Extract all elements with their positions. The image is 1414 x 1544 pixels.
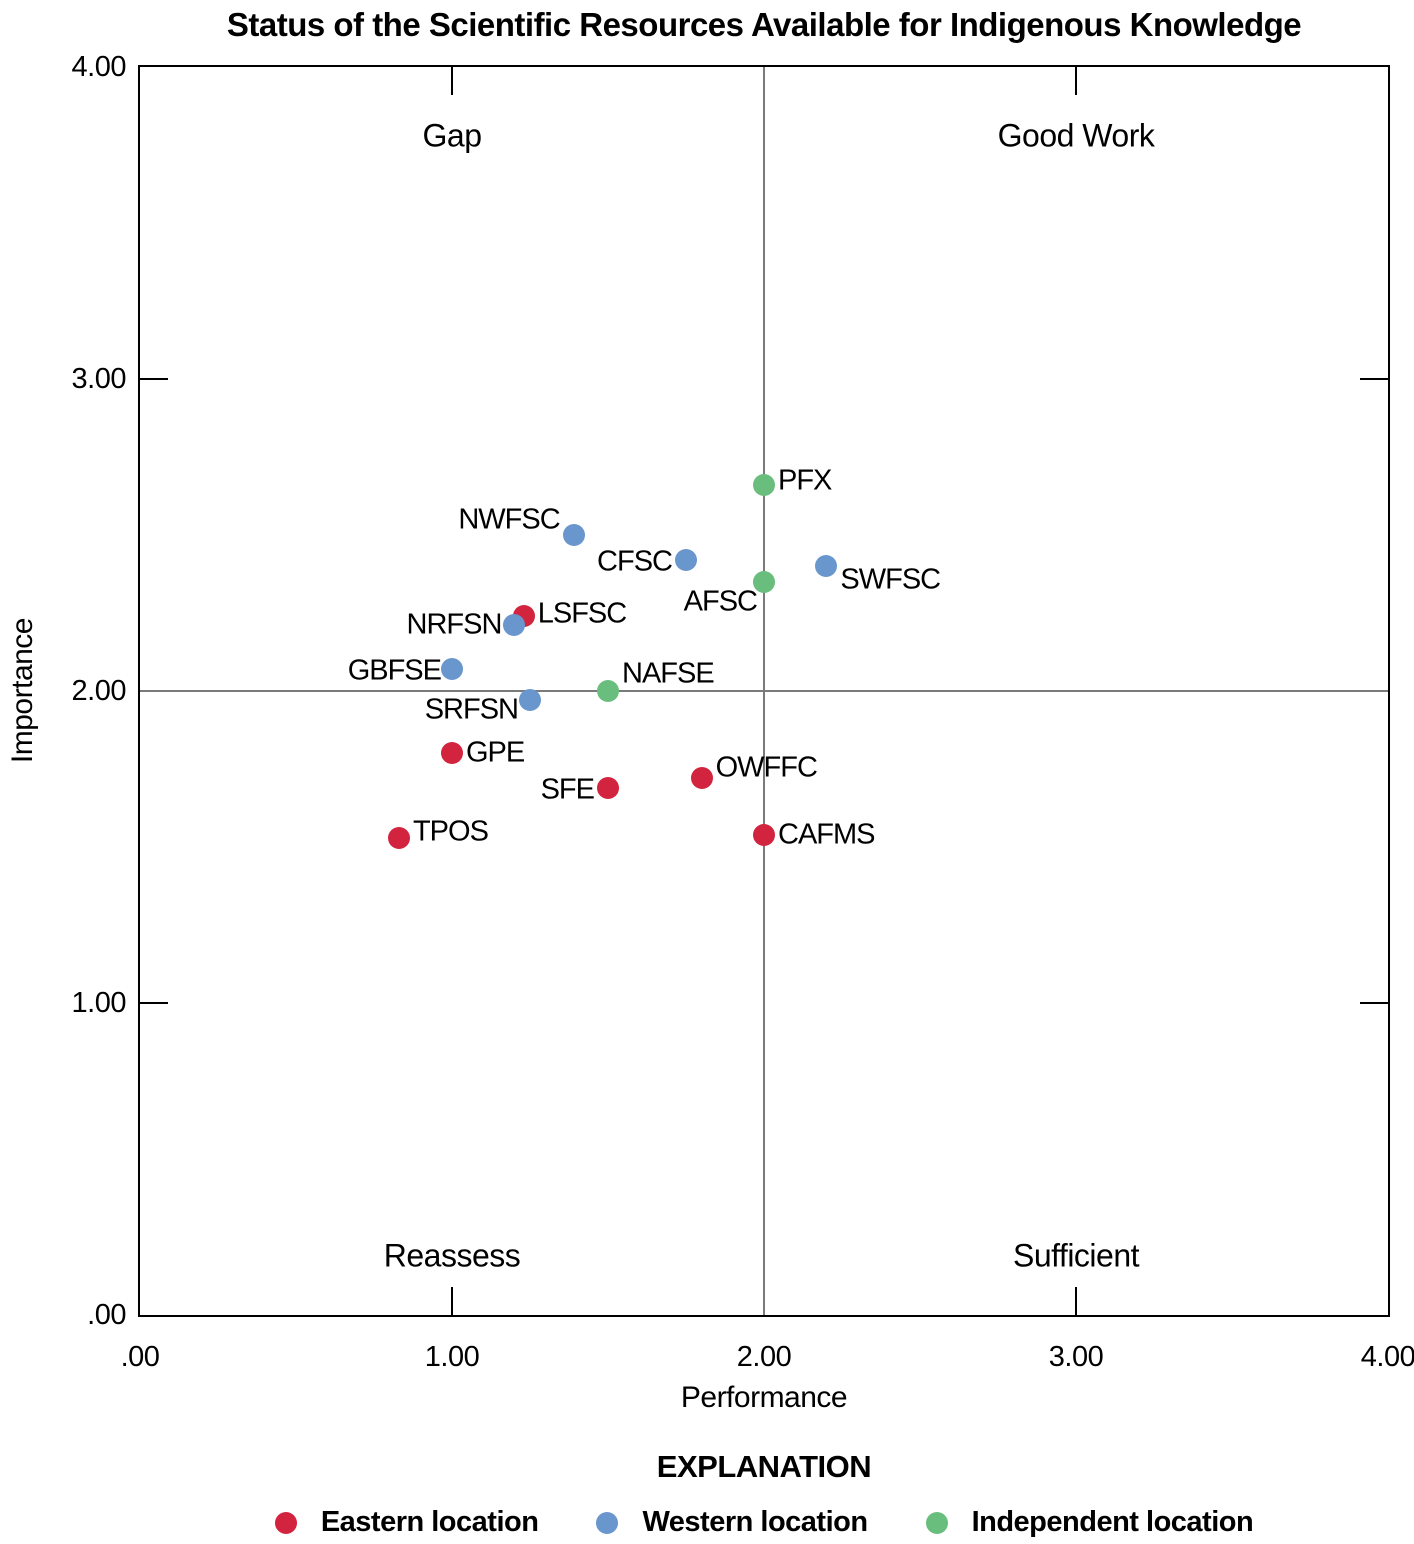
data-point-nrfsn	[503, 614, 526, 637]
data-point-srfsn	[519, 689, 541, 712]
legend-item-independent: Independent location	[925, 1506, 1254, 1539]
y-tick-left-3	[140, 378, 168, 380]
quadrant-label-reassess: Reassess	[383, 1237, 521, 1274]
data-point-label-gbfse: GBFSE	[347, 654, 442, 687]
legend-item-eastern: Eastern location	[274, 1506, 539, 1539]
data-point-afsc	[753, 570, 775, 593]
quadrant-label-good-work: Good Work	[997, 117, 1155, 154]
quadrant-label-sufficient: Sufficient	[1012, 1237, 1140, 1274]
data-point-label-nafse: NAFSE	[622, 657, 715, 690]
y-axis-tick-label-2.00: 2.00	[71, 675, 127, 707]
data-point-cafms	[753, 823, 775, 846]
data-point-sfe	[597, 776, 619, 799]
data-point-tpos	[387, 826, 410, 849]
data-point-label-nrfsn: NRFSN	[406, 608, 503, 641]
data-point-label-pfx: PFX	[778, 464, 832, 497]
legend: Eastern location Western location Independ…	[138, 1506, 1390, 1539]
y-axis-tick-label-4.00: 4.00	[71, 51, 127, 83]
legend-item-western: Western location	[596, 1506, 868, 1539]
y-tick-left-1	[140, 1002, 168, 1004]
x-tick-bottom-1	[451, 1287, 453, 1315]
reference-line-horizontal	[140, 690, 1388, 692]
x-tick-bottom-3	[1075, 1287, 1077, 1315]
data-point-pfx	[753, 474, 775, 497]
x-axis-tick-label-2.00: 2.00	[736, 1341, 792, 1373]
y-tick-right-3	[1360, 378, 1388, 380]
legend-dot-western	[596, 1511, 619, 1534]
x-axis-tick-label-1.00: 1.00	[424, 1341, 480, 1373]
chart-title: Status of the Scientific Resources Avail…	[226, 6, 1302, 43]
data-point-label-cfsc: CFSC	[597, 545, 673, 578]
y-tick-right-1	[1360, 1002, 1388, 1004]
data-point-swfsc	[815, 555, 838, 578]
legend-dot-independent	[925, 1511, 948, 1534]
x-tick-top-3	[1075, 67, 1077, 95]
y-axis-tick-label-.00: .00	[87, 1299, 126, 1331]
data-point-label-srfsn: SRFSN	[424, 693, 519, 726]
data-point-label-owffc: OWFFC	[715, 751, 818, 784]
legend-label-eastern: Eastern location	[320, 1506, 539, 1538]
x-axis-tick-label-3.00: 3.00	[1048, 1341, 1104, 1373]
plot-area: Gap Good Work Reassess Sufficient TPOS GPE SFE…	[138, 65, 1390, 1317]
data-point-label-swfsc: SWFSC	[840, 563, 941, 596]
y-axis-tick-label-1.00: 1.00	[71, 987, 127, 1019]
data-point-label-nwfsc: NWFSC	[458, 503, 560, 536]
legend-dot-eastern	[274, 1511, 297, 1534]
legend-heading: EXPLANATION	[656, 1449, 872, 1484]
x-axis-tick-label-.00: .00	[120, 1341, 160, 1373]
data-point-label-lsfsc: LSFSC	[537, 597, 627, 630]
quadrant-label-gap: Gap	[422, 117, 482, 154]
data-point-nwfsc	[562, 524, 585, 546]
x-tick-top-1	[451, 67, 453, 95]
data-point-owffc	[690, 767, 713, 790]
data-point-label-cafms: CAFMS	[778, 818, 875, 851]
data-point-gbfse	[441, 658, 463, 681]
data-point-label-sfe: SFE	[540, 773, 595, 806]
data-point-label-afsc: AFSC	[683, 585, 758, 618]
data-point-label-tpos: TPOS	[412, 815, 489, 848]
data-point-gpe	[441, 742, 463, 765]
y-axis-tick-label-3.00: 3.00	[71, 363, 127, 395]
legend-label-western: Western location	[642, 1506, 868, 1538]
data-point-cfsc	[675, 548, 697, 571]
data-point-label-gpe: GPE	[466, 736, 525, 769]
data-point-nafse	[597, 680, 619, 702]
x-axis-tick-label-4.00: 4.00	[1360, 1341, 1414, 1373]
x-axis-title: Performance	[680, 1381, 848, 1414]
legend-label-independent: Independent location	[971, 1506, 1254, 1538]
